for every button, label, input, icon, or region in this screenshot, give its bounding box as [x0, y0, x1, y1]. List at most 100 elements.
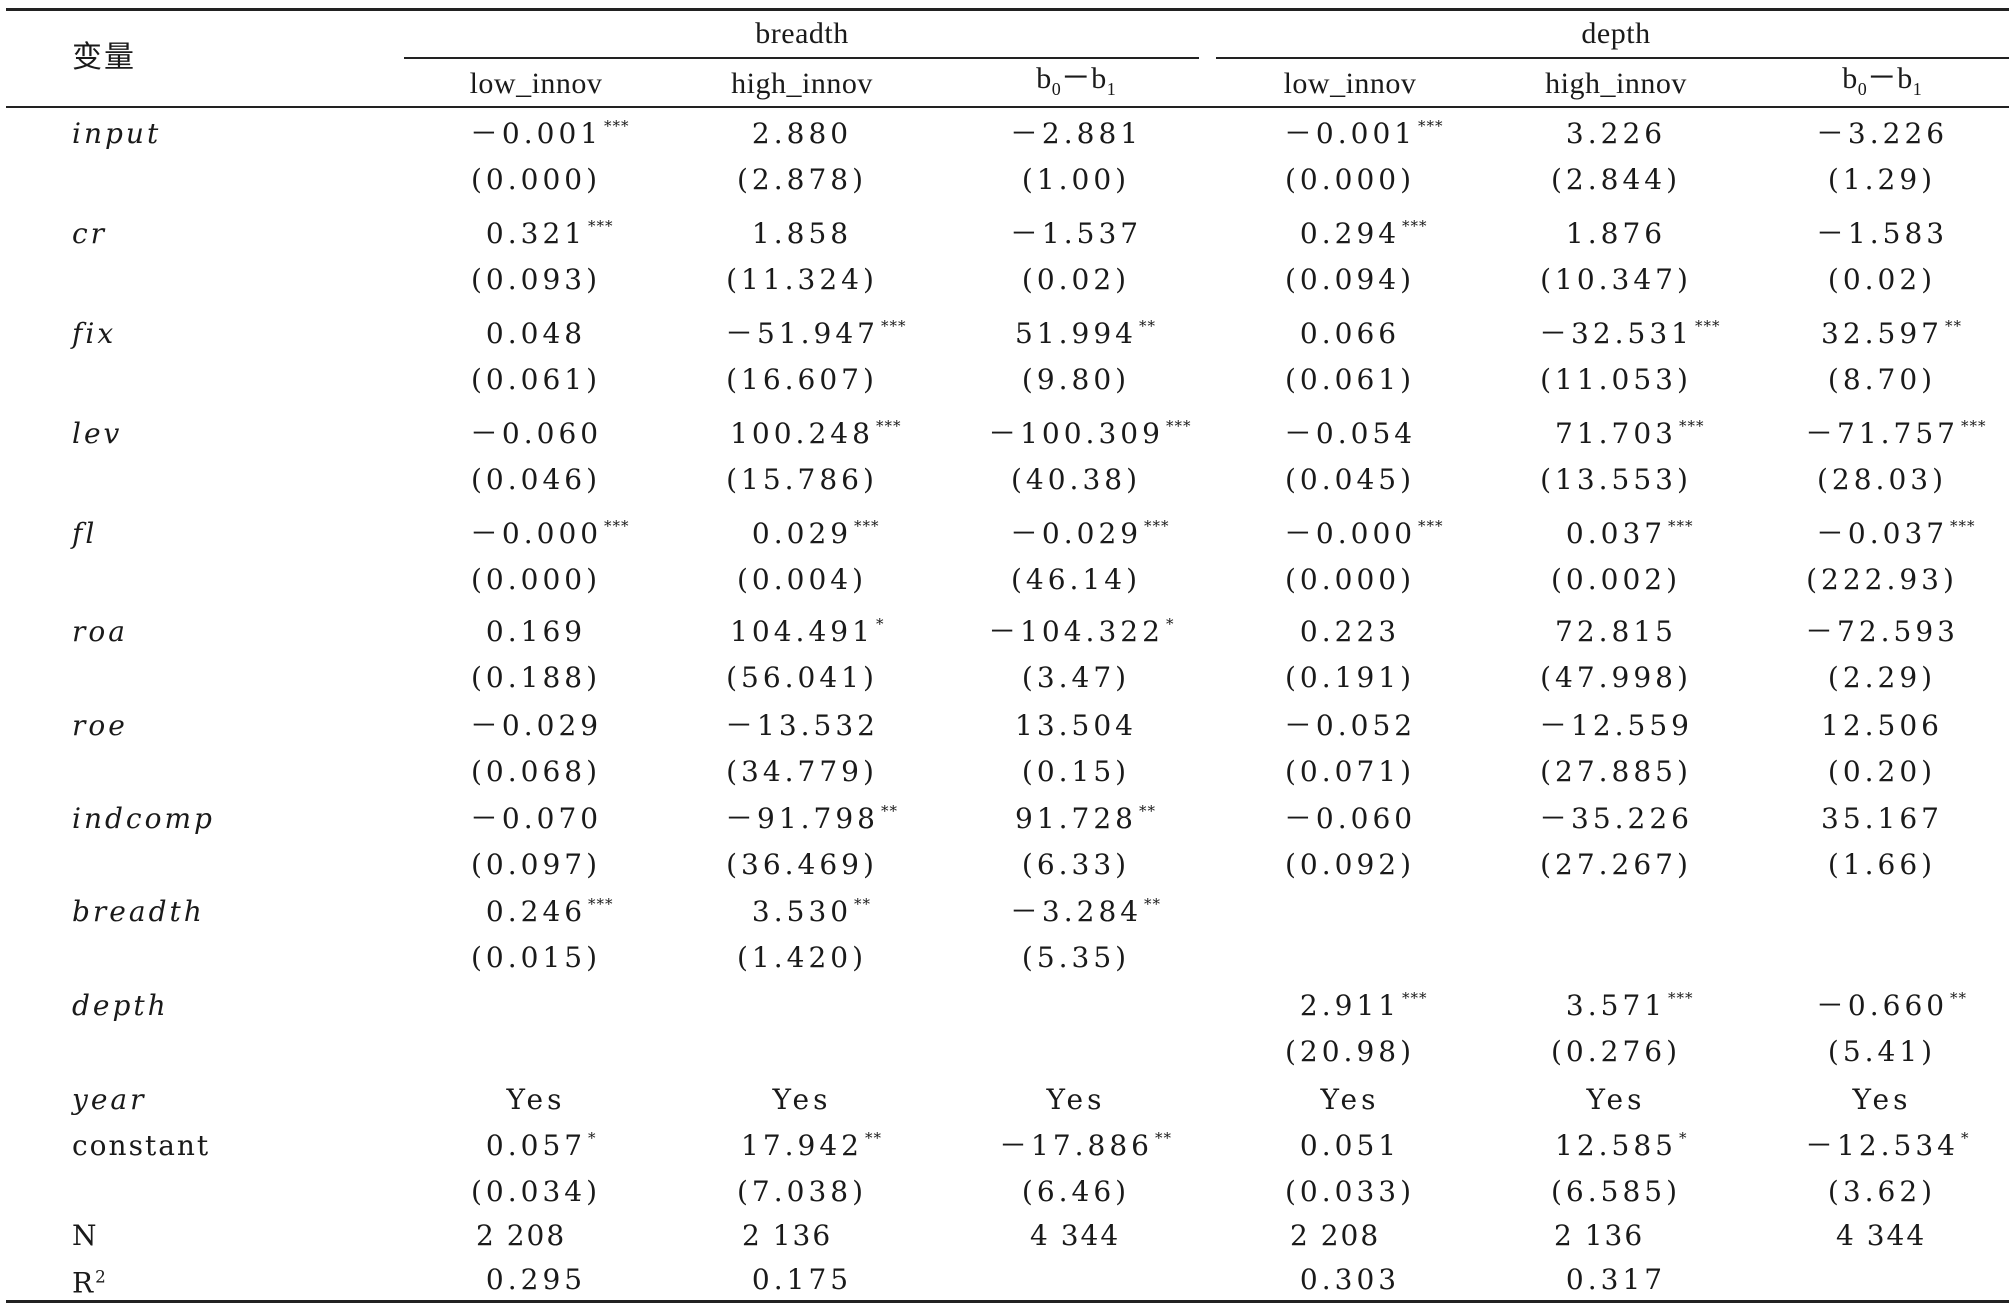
diff-b0: b — [1036, 62, 1052, 95]
se-cell: (0.034) — [470, 1175, 602, 1208]
se-cell: (0.092) — [1284, 848, 1416, 881]
coef-cell: Yes — [1852, 1083, 1912, 1116]
coef-cell: －32.531 — [1539, 317, 1693, 350]
header-rule — [6, 106, 2009, 108]
row-label-cr: cr — [72, 217, 108, 250]
se-cell: (0.071) — [1284, 755, 1416, 788]
coef-cell: 71.703 — [1555, 417, 1677, 450]
coef-cell: －17.886 — [999, 1129, 1153, 1162]
se-cell: (7.038) — [736, 1175, 868, 1208]
r2-cell: 0.175 — [751, 1263, 853, 1296]
row-label-roa: roa — [72, 615, 128, 648]
coef-cell: －13.532 — [725, 709, 879, 742]
coef-cell: 3.226 — [1565, 117, 1667, 150]
se-cell: (6.46) — [1021, 1175, 1131, 1208]
n-cell: 2 136 — [1554, 1219, 1645, 1252]
coef-cell: －0.070 — [469, 802, 603, 835]
significance-stars: *** — [876, 417, 902, 435]
coef-cell: 0.051 — [1299, 1129, 1401, 1162]
coef-cell: －12.534 — [1805, 1129, 1959, 1162]
row-label-fl: fl — [72, 517, 98, 550]
se-cell: (5.41) — [1827, 1035, 1937, 1068]
se-cell: (0.276) — [1550, 1035, 1682, 1068]
r2-letter: R — [72, 1266, 96, 1300]
coef-cell: 51.994 — [1015, 317, 1137, 350]
se-cell: (222.93) — [1806, 563, 1958, 596]
coef-cell: －1.583 — [1815, 217, 1949, 250]
significance-stars: *** — [588, 895, 614, 913]
coef-cell: 0.037 — [1565, 517, 1667, 550]
group-rule-breadth — [404, 57, 1199, 59]
row-label-fix: fix — [72, 317, 117, 350]
se-cell: (34.779) — [726, 755, 878, 788]
coef-cell: －0.060 — [1283, 802, 1417, 835]
se-cell: (0.000) — [1284, 563, 1416, 596]
coef-cell: －100.309 — [988, 417, 1164, 450]
row-label-year: year — [72, 1083, 147, 1116]
significance-stars: *** — [1402, 989, 1428, 1007]
coef-cell: 0.029 — [751, 517, 853, 550]
group-header-depth: depth — [1581, 17, 1651, 50]
se-cell: (0.093) — [470, 263, 602, 296]
se-cell: (2.878) — [736, 163, 868, 196]
se-cell: (0.002) — [1550, 563, 1682, 596]
coef-cell: －0.000 — [1283, 517, 1417, 550]
significance-stars: ** — [1945, 317, 1962, 335]
top-rule — [6, 8, 2009, 11]
coef-cell: 13.504 — [1015, 709, 1137, 742]
se-cell: (36.469) — [726, 848, 878, 881]
coef-cell: －71.757 — [1805, 417, 1959, 450]
diff-b1: b — [1091, 62, 1107, 95]
coef-cell: －2.881 — [1009, 117, 1143, 150]
significance-stars: * — [588, 1129, 597, 1147]
coef-cell: －3.284 — [1009, 895, 1143, 928]
se-cell: (0.097) — [470, 848, 602, 881]
coef-cell: －0.052 — [1283, 709, 1417, 742]
se-cell: (0.094) — [1284, 263, 1416, 296]
variable-header: 变量 — [72, 40, 136, 75]
se-cell: (0.02) — [1827, 263, 1937, 296]
significance-stars: *** — [1418, 517, 1444, 535]
coef-cell: －0.054 — [1283, 417, 1417, 450]
coef-cell: 0.057 — [485, 1129, 587, 1162]
coef-cell: －0.000 — [469, 517, 603, 550]
se-cell: (9.80) — [1021, 363, 1131, 396]
r2-cell: 0.295 — [485, 1263, 587, 1296]
se-cell: (0.061) — [470, 363, 602, 396]
coef-cell: Yes — [1320, 1083, 1380, 1116]
significance-stars: *** — [1166, 417, 1192, 435]
significance-stars: *** — [854, 517, 880, 535]
significance-stars: * — [1961, 1129, 1970, 1147]
se-cell: (0.02) — [1021, 263, 1131, 296]
significance-stars: ** — [1139, 802, 1156, 820]
se-cell: (0.20) — [1827, 755, 1937, 788]
significance-stars: ** — [1155, 1129, 1172, 1147]
r2-superscript: 2 — [95, 1266, 106, 1287]
coef-cell: 12.506 — [1821, 709, 1943, 742]
coef-cell: 100.248 — [730, 417, 874, 450]
diff-sub1: 1 — [1106, 79, 1116, 99]
se-cell: (0.061) — [1284, 363, 1416, 396]
r2-cell: 0.303 — [1299, 1263, 1401, 1296]
coef-cell: 91.728 — [1015, 802, 1137, 835]
coef-cell: －0.037 — [1815, 517, 1949, 550]
coef-cell: －0.001 — [1283, 117, 1417, 150]
coef-cell: －3.226 — [1815, 117, 1949, 150]
se-cell: (0.045) — [1284, 463, 1416, 496]
coef-cell: 104.491 — [730, 615, 874, 648]
se-cell: (20.98) — [1284, 1035, 1416, 1068]
coef-cell: 0.246 — [485, 895, 587, 928]
se-cell: (0.191) — [1284, 661, 1416, 694]
column-header-low-innov: low_innov — [1283, 67, 1417, 100]
significance-stars: *** — [1668, 517, 1694, 535]
column-header-low-innov: low_innov — [469, 67, 603, 100]
coef-cell: Yes — [772, 1083, 832, 1116]
coef-cell: 0.048 — [485, 317, 587, 350]
coef-cell: －0.001 — [469, 117, 603, 150]
r2-cell: 0.317 — [1565, 1263, 1667, 1296]
column-header-high-innov: high_innov — [1545, 67, 1687, 100]
coef-cell: Yes — [506, 1083, 566, 1116]
se-cell: (0.15) — [1021, 755, 1131, 788]
bottom-rule — [6, 1300, 2009, 1303]
coef-cell: 0.321 — [485, 217, 587, 250]
